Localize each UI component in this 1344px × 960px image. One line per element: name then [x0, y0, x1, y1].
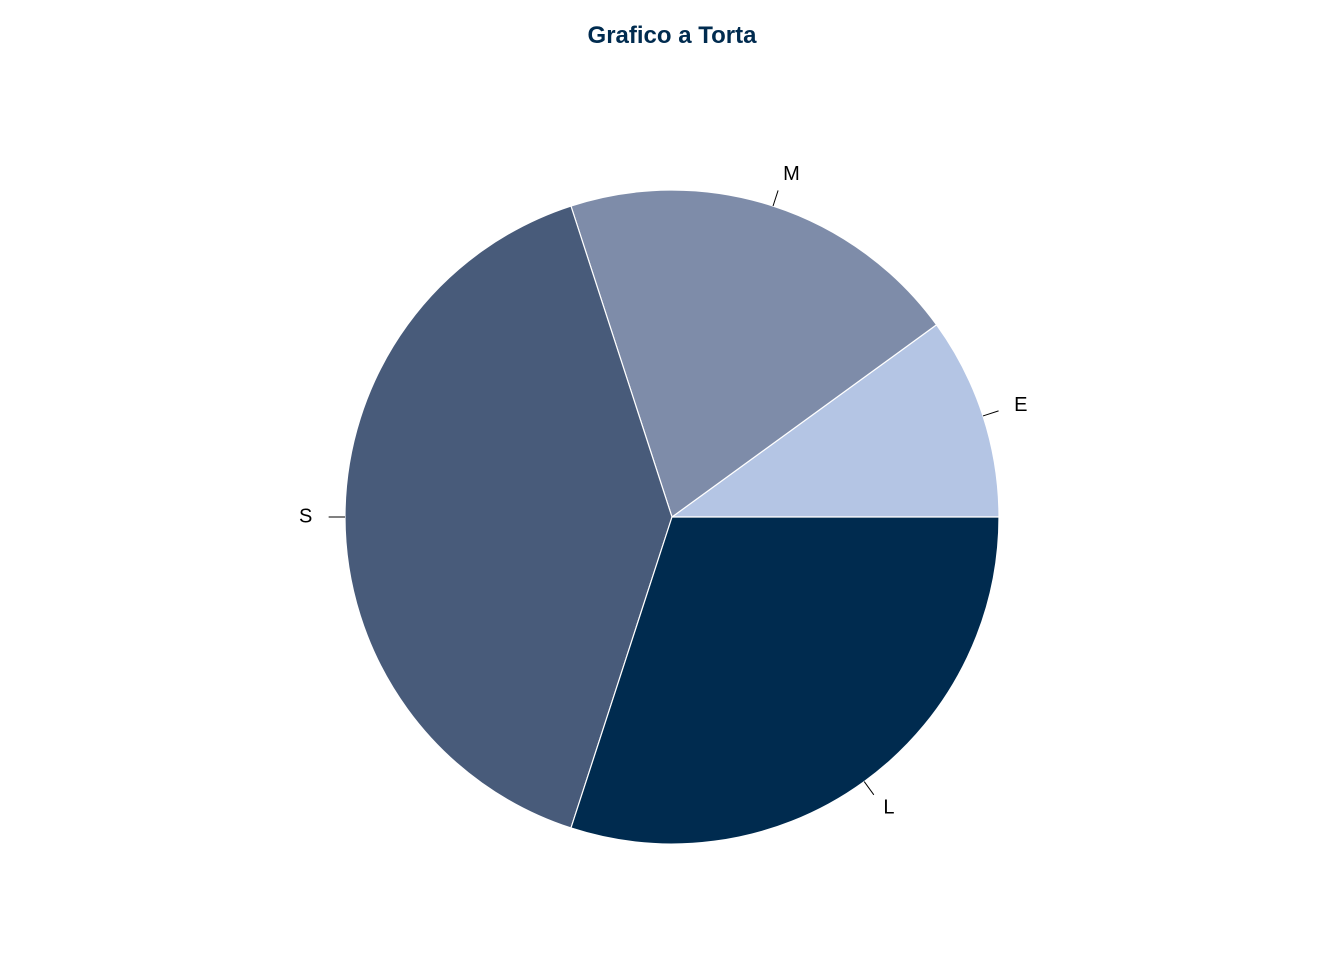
pie-slice-l — [570, 516, 1000, 845]
pie-slice-e — [670, 323, 1000, 518]
slice-label-s: S — [299, 505, 312, 527]
pie-slice-s — [344, 205, 673, 829]
labels-layer: E M S L — [299, 163, 1027, 818]
slice-label-l: L — [883, 796, 894, 818]
leader-line-l — [863, 781, 875, 796]
leader-line-e — [982, 410, 999, 417]
leader-line-m — [772, 190, 779, 207]
chart-title: Grafico a Torta — [587, 22, 757, 49]
slices-layer — [344, 189, 1000, 845]
slice-label-e: E — [1014, 394, 1027, 416]
slice-label-m: M — [783, 163, 800, 185]
